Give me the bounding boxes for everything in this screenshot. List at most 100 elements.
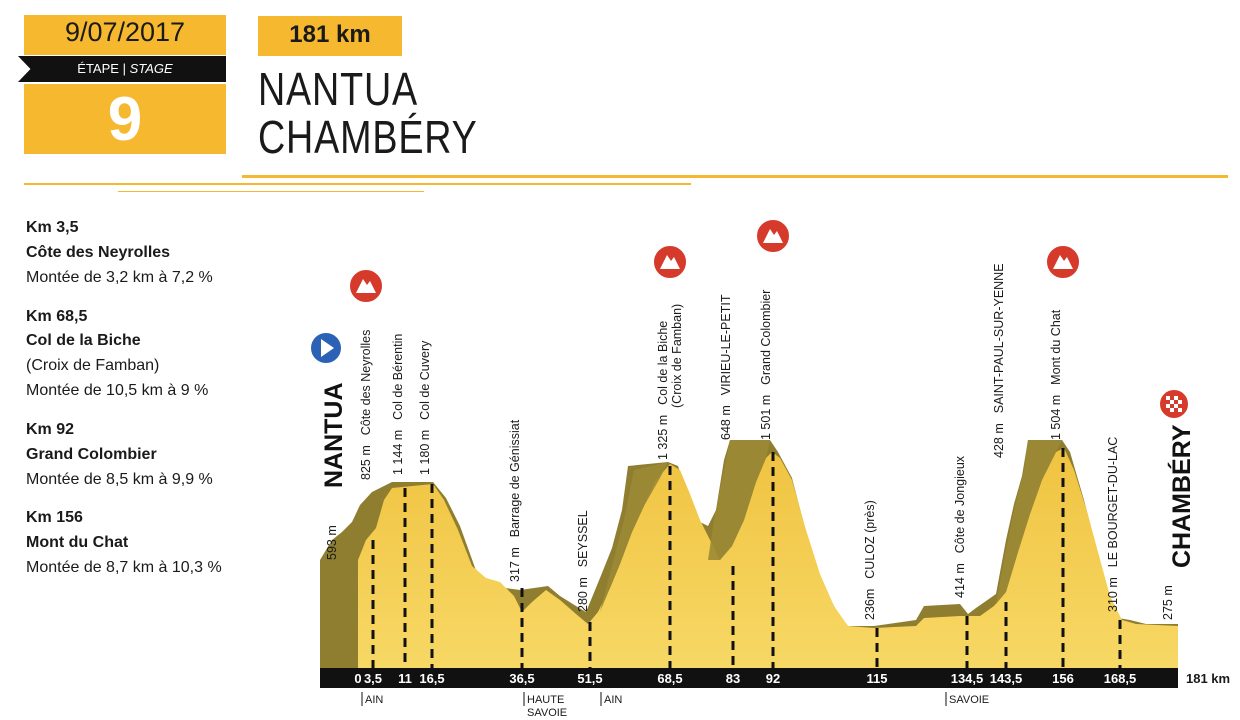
waypoint-label: 310 m LE BOURGET-DU-LAC — [1106, 437, 1120, 612]
distance-box — [258, 16, 402, 56]
stage-label-fr: ÉTAPE — [77, 61, 119, 76]
waypoint-altitude: 280 m — [576, 577, 590, 612]
km-tick-label: 134,5 — [951, 671, 984, 686]
stage-band — [18, 56, 226, 82]
climb-1-grade: Montée de 3,2 km à 7,2 % — [26, 269, 213, 286]
waypoint-name: Mont du Chat — [1049, 309, 1063, 385]
stage-date: 9/07/2017 — [64, 17, 186, 47]
finish-flag-icon — [1158, 388, 1190, 420]
total-distance-label: 181 km — [1186, 671, 1230, 686]
km-tick-label: 11 — [398, 671, 412, 686]
waypoint-name: VIRIEU-LE-PETIT — [719, 294, 733, 395]
km-tick-label: 156 — [1052, 671, 1074, 686]
km-tick-label: 143,5 — [990, 671, 1023, 686]
mountain-climb-icon — [348, 268, 384, 304]
waypoint-altitude: 1 180 m — [418, 430, 432, 475]
waypoint-altitude: 1 501 m — [759, 395, 773, 440]
waypoint-label: 593 m — [325, 525, 339, 560]
waypoint-name: Col de Cuvery — [418, 340, 432, 420]
header-rule-right — [242, 175, 1228, 178]
header-rule-left — [24, 183, 691, 185]
header-rule-short — [118, 191, 424, 192]
waypoint-name: LE BOURGET-DU-LAC — [1106, 437, 1120, 568]
waypoint-label: 825 m Côte des Neyrolles — [359, 330, 373, 480]
climb-4-km: Km 156 — [26, 509, 83, 526]
km-tick-label: 3,5 — [364, 671, 382, 686]
km-tick-label: 92 — [766, 671, 780, 686]
waypoint-label: 317 m Barrage de Génissiat — [508, 419, 522, 582]
km-tick-label: 168,5 — [1104, 671, 1137, 686]
km-tick-label: 36,5 — [509, 671, 534, 686]
climb-2-name: Col de la Biche — [26, 332, 141, 349]
waypoint-altitude: 414 m — [953, 563, 967, 598]
waypoint-name: Col de Bérentin — [391, 334, 405, 420]
stage-distance: 181 km — [289, 21, 371, 48]
climb-3-km: Km 92 — [26, 421, 75, 438]
mountain-climb-icon — [652, 244, 688, 280]
waypoint-label: 280 m SEYSSEL — [576, 510, 590, 612]
profile-finish-city: CHAMBÉRY — [1167, 424, 1196, 568]
climb-1-name: Côte des Neyrolles — [26, 244, 171, 261]
stage-number-box — [24, 84, 226, 154]
waypoint-altitude: 317 m — [508, 547, 522, 582]
waypoint-label: 236m CULOZ (près) — [863, 500, 877, 620]
waypoint-label: 648 m VIRIEU-LE-PETIT — [719, 294, 733, 440]
waypoint-label: 1 144 m Col de Bérentin — [391, 334, 405, 475]
stage-label-sep: | — [122, 61, 126, 76]
waypoint-label: 1 180 m Col de Cuvery — [418, 340, 432, 475]
climb-2-sub: (Croix de Famban) — [26, 357, 160, 374]
waypoint-altitude: 275 m — [1161, 585, 1175, 620]
waypoint-name: Grand Colombier — [759, 290, 773, 385]
waypoint-name: Côte des Neyrolles — [359, 330, 373, 436]
climb-3-grade: Montée de 8,5 km à 9,9 % — [26, 471, 213, 488]
km-tick-label: 51,5 — [577, 671, 602, 686]
waypoints-layer: 0 593 m 3,5 825 m Côte des Neyrolles 11 1 144 … — [309, 218, 1190, 686]
km-axis-bar — [320, 668, 1178, 688]
waypoint-altitude: 1 325 m — [656, 415, 670, 460]
waypoint-label: 428 m SAINT-PAUL-SUR-YENNE — [992, 263, 1006, 458]
title-start-city: NANTUA — [258, 63, 419, 115]
waypoint-name: Côte de Jongieux — [953, 455, 967, 553]
climb-4-name: Mont du Chat — [26, 534, 129, 551]
stage-number: 9 — [107, 85, 143, 154]
climb-3-name: Grand Colombier — [26, 446, 157, 463]
climb-2-grade: Montée de 10,5 km à 9 % — [26, 382, 209, 399]
stage-label-en: STAGE — [129, 61, 173, 76]
waypoint-altitude: 593 m — [325, 525, 339, 560]
waypoint-label: 1 325 m Col de la Biche — [656, 321, 670, 460]
waypoint-label: 414 m Côte de Jongieux — [953, 455, 967, 598]
start-play-icon — [309, 331, 343, 365]
department-labels: AIN HAUTE SAVOIE AIN SAVOIE — [361, 692, 989, 719]
mountain-climb-icon — [1045, 244, 1081, 280]
waypoint-altitude: 428 m — [992, 423, 1006, 458]
km-tick-label: 83 — [726, 671, 740, 686]
waypoint-altitude: 310 m — [1106, 577, 1120, 612]
waypoint-altitude: 648 m — [719, 405, 733, 440]
profile-start-city: NANTUA — [320, 382, 348, 488]
climb-4-grade: Montée de 8,7 km à 10,3 % — [26, 559, 222, 576]
km-tick-label: 68,5 — [657, 671, 682, 686]
date-box — [24, 15, 226, 55]
waypoint-name: Col de la Biche — [656, 321, 670, 405]
km-tick-label: 16,5 — [419, 671, 444, 686]
waypoint-label: 275 m — [1161, 585, 1175, 620]
waypoint-altitude: 1 144 m — [391, 430, 405, 475]
department-savoie-1: SAVOIE — [527, 707, 567, 719]
waypoint-name: SAINT-PAUL-SUR-YENNE — [992, 263, 1006, 413]
waypoint-name: SEYSSEL — [576, 510, 590, 567]
waypoint-name-extra: (Croix de Famban) — [670, 304, 684, 408]
department-ain-1: AIN — [365, 694, 383, 706]
title-finish-city: CHAMBÉRY — [258, 111, 478, 163]
waypoint-name: CULOZ (près) — [863, 500, 877, 578]
waypoint-altitude: 825 m — [359, 445, 373, 480]
km-tick-label: 115 — [867, 671, 888, 686]
climb-1-km: Km 3,5 — [26, 219, 79, 236]
profile-terrain — [358, 448, 1178, 668]
department-haute: HAUTE — [527, 694, 564, 706]
department-ain-2: AIN — [604, 694, 622, 706]
waypoint-altitude: 236m — [863, 589, 877, 620]
waypoint-altitude: 1 504 m — [1049, 395, 1063, 440]
waypoint-name: Barrage de Génissiat — [508, 419, 522, 537]
mountain-climb-icon — [755, 218, 791, 254]
